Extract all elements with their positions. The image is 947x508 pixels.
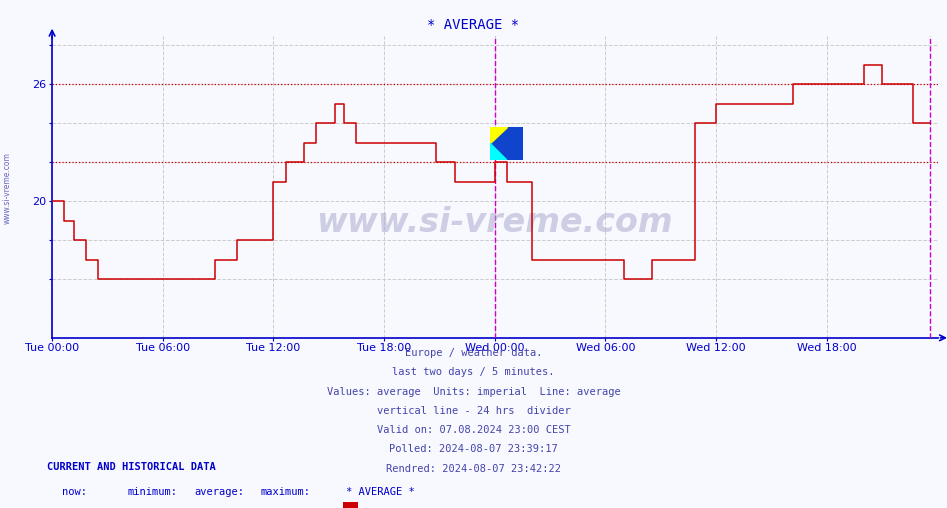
Polygon shape [491,127,524,160]
Polygon shape [491,143,507,160]
Text: maximum:: maximum: [260,487,311,497]
Text: average:: average: [194,487,244,497]
Polygon shape [491,127,507,143]
Text: last two days / 5 minutes.: last two days / 5 minutes. [392,367,555,377]
Text: Valid on: 07.08.2024 23:00 CEST: Valid on: 07.08.2024 23:00 CEST [377,425,570,435]
Text: CURRENT AND HISTORICAL DATA: CURRENT AND HISTORICAL DATA [47,462,216,472]
Text: now:: now: [62,487,86,497]
Text: www.si-vreme.com: www.si-vreme.com [316,206,673,239]
Text: Europe / weather data.: Europe / weather data. [404,348,543,358]
Text: Values: average  Units: imperial  Line: average: Values: average Units: imperial Line: av… [327,387,620,397]
Text: www.si-vreme.com: www.si-vreme.com [3,152,12,224]
Text: Rendred: 2024-08-07 23:42:22: Rendred: 2024-08-07 23:42:22 [386,464,561,474]
Text: * AVERAGE *: * AVERAGE * [346,487,415,497]
Text: * AVERAGE *: * AVERAGE * [427,18,520,32]
Text: Polled: 2024-08-07 23:39:17: Polled: 2024-08-07 23:39:17 [389,444,558,455]
Text: vertical line - 24 hrs  divider: vertical line - 24 hrs divider [377,406,570,416]
Text: minimum:: minimum: [128,487,178,497]
